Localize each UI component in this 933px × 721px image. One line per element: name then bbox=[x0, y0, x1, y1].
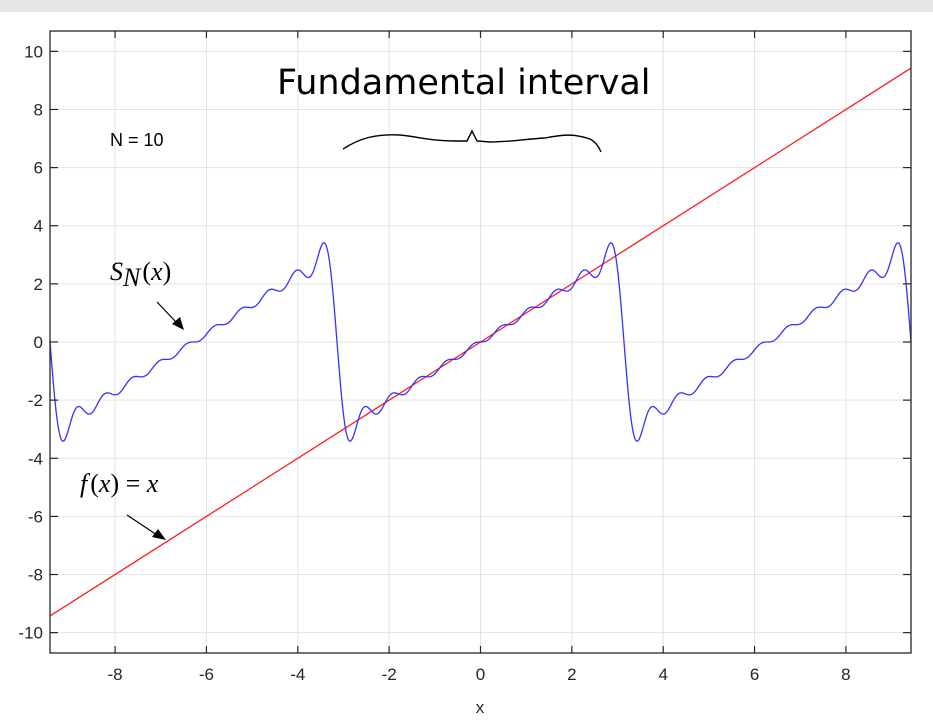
y-tick-label: -6 bbox=[28, 507, 43, 526]
x-tick-label: -8 bbox=[108, 665, 123, 684]
sn-label: SN(x) bbox=[110, 257, 171, 292]
y-tick-label: 10 bbox=[24, 42, 43, 61]
x-tick-label: -4 bbox=[290, 665, 305, 684]
x-tick-label: 0 bbox=[476, 665, 485, 684]
n-label: N = 10 bbox=[110, 130, 164, 150]
y-tick-label: -10 bbox=[18, 624, 43, 643]
window-top-bar bbox=[0, 0, 933, 12]
x-tick-label: 4 bbox=[658, 665, 667, 684]
sn-arrow-line bbox=[156, 301, 177, 323]
chart-title: Fundamental interval bbox=[277, 63, 651, 103]
x-tick-label: 8 bbox=[841, 665, 850, 684]
x-tick-label: -2 bbox=[382, 665, 397, 684]
line-sn bbox=[49, 242, 912, 442]
y-tick-label: -4 bbox=[28, 449, 43, 468]
sn-annotation: SN(x) bbox=[110, 257, 184, 330]
x-tick-label: 6 bbox=[750, 665, 759, 684]
sn-arrow-head bbox=[172, 317, 184, 330]
y-tick-label: 2 bbox=[34, 275, 43, 294]
y-tick-label: 0 bbox=[34, 333, 43, 352]
fx-arrow-line bbox=[126, 514, 158, 536]
fx-label: f (x) = x bbox=[80, 469, 159, 498]
y-tick-label: 6 bbox=[34, 159, 43, 178]
y-tick-label: -8 bbox=[28, 566, 43, 585]
fx-annotation: f (x) = x bbox=[80, 469, 166, 540]
data-series bbox=[49, 67, 912, 617]
y-tick-label: 8 bbox=[34, 100, 43, 119]
y-tick-label: -2 bbox=[28, 391, 43, 410]
x-tick-label: -6 bbox=[199, 665, 214, 684]
axis-ticks: -8 -6 -4 -2 0 2 4 6 8 -10 -8 -6 -4 -2 0 2 4 6 8 10 bbox=[18, 31, 911, 684]
y-tick-label: 4 bbox=[34, 217, 43, 236]
x-tick-label: 2 bbox=[567, 665, 576, 684]
fx-arrow-head bbox=[152, 529, 166, 540]
brace-annotation bbox=[342, 129, 602, 153]
x-axis-label: x bbox=[476, 698, 485, 717]
